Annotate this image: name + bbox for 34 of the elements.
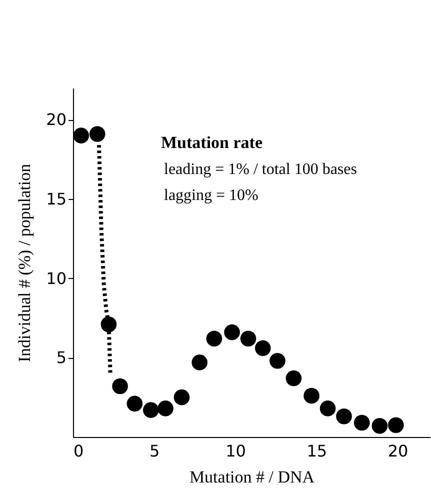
point — [372, 418, 388, 434]
point — [254, 340, 271, 356]
point — [304, 388, 320, 404]
annotation: lagging = 10% — [164, 187, 258, 204]
x-tick-label: 5 — [150, 442, 160, 460]
y-axis-title: Individual # (%) / population — [15, 163, 34, 362]
y-tick-label: 20 — [46, 110, 66, 130]
annotation: Mutation rate — [161, 133, 263, 152]
x-tick-label: 0 — [74, 442, 84, 460]
y-tick-label: 10 — [46, 268, 66, 288]
point — [240, 330, 256, 347]
point — [206, 330, 222, 347]
point — [354, 414, 370, 431]
point — [270, 352, 286, 369]
point — [73, 128, 90, 144]
y-tick-label: 5 — [56, 348, 66, 368]
x-tick-label: 20 — [388, 442, 408, 460]
point — [112, 378, 128, 394]
point — [192, 354, 208, 370]
point — [174, 389, 190, 406]
point — [142, 402, 159, 418]
point — [158, 400, 174, 416]
x-tick-label: 15 — [306, 442, 328, 460]
x-axis-title: Mutation # / DNA — [189, 468, 316, 486]
y-tick-label: 15 — [46, 190, 66, 209]
point — [336, 408, 352, 424]
point — [286, 370, 302, 386]
point — [126, 396, 143, 412]
point — [89, 126, 106, 142]
x-tick-label: 10 — [226, 442, 246, 460]
annotation: leading = 1% / total 100 bases — [164, 161, 357, 178]
point — [224, 324, 240, 340]
point — [320, 400, 336, 416]
point — [388, 417, 404, 433]
